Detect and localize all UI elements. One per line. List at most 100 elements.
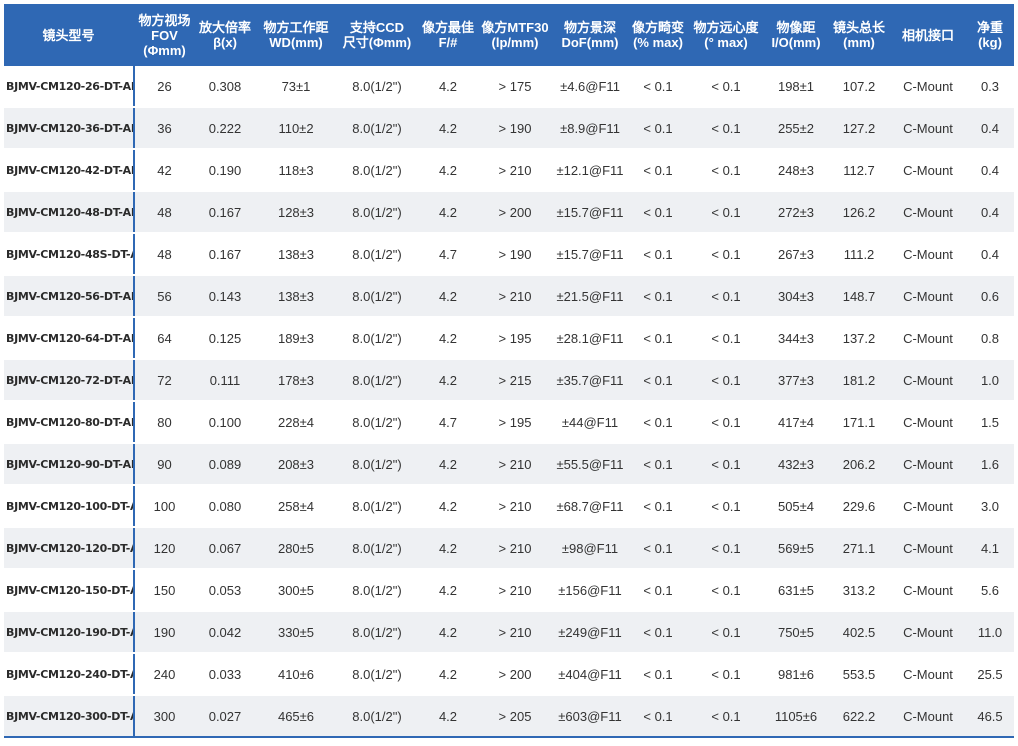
table-cell: > 195 xyxy=(478,401,552,444)
table-cell: 0.053 xyxy=(194,569,256,612)
table-cell: 0.4 xyxy=(966,107,1014,150)
table-row: BJMV-CM120-42-DT-AL 42 0.190 118±3 8.0(1/2")… xyxy=(4,149,1014,192)
table-cell: 0.6 xyxy=(966,275,1014,318)
table-cell: 280±5 xyxy=(256,527,336,570)
model-cell: BJMV-CM120-42-DT-AL xyxy=(4,149,135,192)
table-cell: 4.2 xyxy=(418,191,478,234)
table-cell: < 0.1 xyxy=(628,527,688,570)
table-cell: 120 xyxy=(134,527,194,570)
table-cell: 4.2 xyxy=(418,317,478,360)
table-cell: 178±3 xyxy=(256,359,336,402)
table-cell: 4.7 xyxy=(418,401,478,444)
table-cell: C-Mount xyxy=(890,569,966,612)
table-cell: 4.2 xyxy=(418,695,478,738)
table-cell: < 0.1 xyxy=(628,107,688,150)
table-cell: C-Mount xyxy=(890,233,966,276)
column-header: 像方畸变 (% max) xyxy=(628,4,688,66)
table-row: BJMV-CM120-100-DT-AL 100 0.080 258±4 8.0(1/2… xyxy=(4,485,1014,528)
column-header-line: 像方最佳 xyxy=(421,20,474,35)
column-header-line: (% max) xyxy=(633,35,683,50)
table-cell: 505±4 xyxy=(764,485,828,528)
table-cell: 150 xyxy=(134,569,194,612)
table-cell: 1.6 xyxy=(966,443,1014,486)
table-cell: < 0.1 xyxy=(688,485,764,528)
table-row: BJMV-CM120-150-DT-AL 150 0.053 300±5 8.0(1/2… xyxy=(4,569,1014,612)
table-cell: 4.2 xyxy=(418,611,478,654)
model-cell: BJMV-CM120-48S-DT-AL xyxy=(4,233,135,276)
column-header: 物方工作距 WD(mm) xyxy=(256,4,336,66)
column-header-line: (lp/mm) xyxy=(491,35,539,50)
column-header-line: (Φmm) xyxy=(143,42,186,58)
table-cell: 64 xyxy=(134,317,194,360)
column-header-line: 像方畸变 xyxy=(631,20,684,35)
column-header-line: DoF(mm) xyxy=(561,35,619,50)
column-header: 净重 (kg) xyxy=(966,4,1014,66)
table-cell: < 0.1 xyxy=(688,653,764,696)
table-cell: ±21.5@F11 xyxy=(552,275,628,318)
column-header-line: 物像距 xyxy=(776,20,816,35)
table-cell: > 190 xyxy=(478,107,552,150)
table-cell: < 0.1 xyxy=(628,191,688,234)
model-cell: BJMV-CM120-26-DT-AL xyxy=(4,66,135,108)
table-cell: < 0.1 xyxy=(628,149,688,192)
column-header-line: 像方MTF30 xyxy=(481,20,549,35)
model-cell: BJMV-CM120-72-DT-AL xyxy=(4,359,135,402)
table-row: BJMV-CM120-64-DT-AL 64 0.125 189±3 8.0(1/2")… xyxy=(4,317,1014,360)
table-cell: ±8.9@F11 xyxy=(552,107,628,150)
model-cell: BJMV-CM120-90-DT-AL xyxy=(4,443,135,486)
table-cell: > 210 xyxy=(478,485,552,528)
model-cell: BJMV-CM120-56-DT-AL xyxy=(4,275,135,318)
table-header-row: 镜头型号 物方视场 FOV (Φmm) 放大倍率 β(x) 物方工作距 WD(mm) 支持CCD… xyxy=(4,4,1014,66)
table-cell: 198±1 xyxy=(764,66,828,108)
table-cell: < 0.1 xyxy=(688,66,764,108)
table-cell: 248±3 xyxy=(764,149,828,192)
table-cell: C-Mount xyxy=(890,611,966,654)
table-cell: < 0.1 xyxy=(688,569,764,612)
table-cell: 26 xyxy=(134,66,194,108)
table-cell: < 0.1 xyxy=(688,107,764,150)
table-cell: 5.6 xyxy=(966,569,1014,612)
model-cell: BJMV-CM120-48-DT-AL xyxy=(4,191,135,234)
table-cell: 4.1 xyxy=(966,527,1014,570)
table-cell: 8.0(1/2") xyxy=(336,401,418,444)
table-cell: 0.042 xyxy=(194,611,256,654)
table-cell: < 0.1 xyxy=(688,695,764,738)
table-cell: 36 xyxy=(134,107,194,150)
table-cell: 228±4 xyxy=(256,401,336,444)
table-cell: > 175 xyxy=(478,66,552,108)
table-cell: 313.2 xyxy=(828,569,890,612)
table-cell: < 0.1 xyxy=(688,527,764,570)
table-row: BJMV-CM120-190-DT-AL 190 0.042 330±5 8.0(1/2… xyxy=(4,611,1014,654)
table-cell: 80 xyxy=(134,401,194,444)
table-cell: 4.2 xyxy=(418,275,478,318)
table-cell: 127.2 xyxy=(828,107,890,150)
table-cell: 190 xyxy=(134,611,194,654)
table-cell: 8.0(1/2") xyxy=(336,611,418,654)
table-cell: 4.2 xyxy=(418,485,478,528)
table-cell: 1.5 xyxy=(966,401,1014,444)
table-cell: > 210 xyxy=(478,569,552,612)
table-cell: 0.8 xyxy=(966,317,1014,360)
column-header: 相机接口 xyxy=(890,4,966,66)
table-cell: 100 xyxy=(134,485,194,528)
table-cell: 112.7 xyxy=(828,149,890,192)
table-cell: 0.111 xyxy=(194,359,256,402)
table-cell: 229.6 xyxy=(828,485,890,528)
table-cell: 8.0(1/2") xyxy=(336,275,418,318)
table-cell: 300±5 xyxy=(256,569,336,612)
table-cell: 8.0(1/2") xyxy=(336,443,418,486)
model-cell: BJMV-CM120-100-DT-AL xyxy=(4,485,135,528)
table-cell: 181.2 xyxy=(828,359,890,402)
table-cell: 258±4 xyxy=(256,485,336,528)
table-cell: < 0.1 xyxy=(628,485,688,528)
table-cell: 0.4 xyxy=(966,149,1014,192)
table-cell: 272±3 xyxy=(764,191,828,234)
table-cell: < 0.1 xyxy=(688,233,764,276)
table-cell: 377±3 xyxy=(764,359,828,402)
table-cell: 4.2 xyxy=(418,149,478,192)
table-cell: < 0.1 xyxy=(628,653,688,696)
table-cell: < 0.1 xyxy=(688,317,764,360)
table-cell: C-Mount xyxy=(890,443,966,486)
table-cell: ±98@F11 xyxy=(552,527,628,570)
column-header-line: 物方视场 xyxy=(138,12,191,28)
